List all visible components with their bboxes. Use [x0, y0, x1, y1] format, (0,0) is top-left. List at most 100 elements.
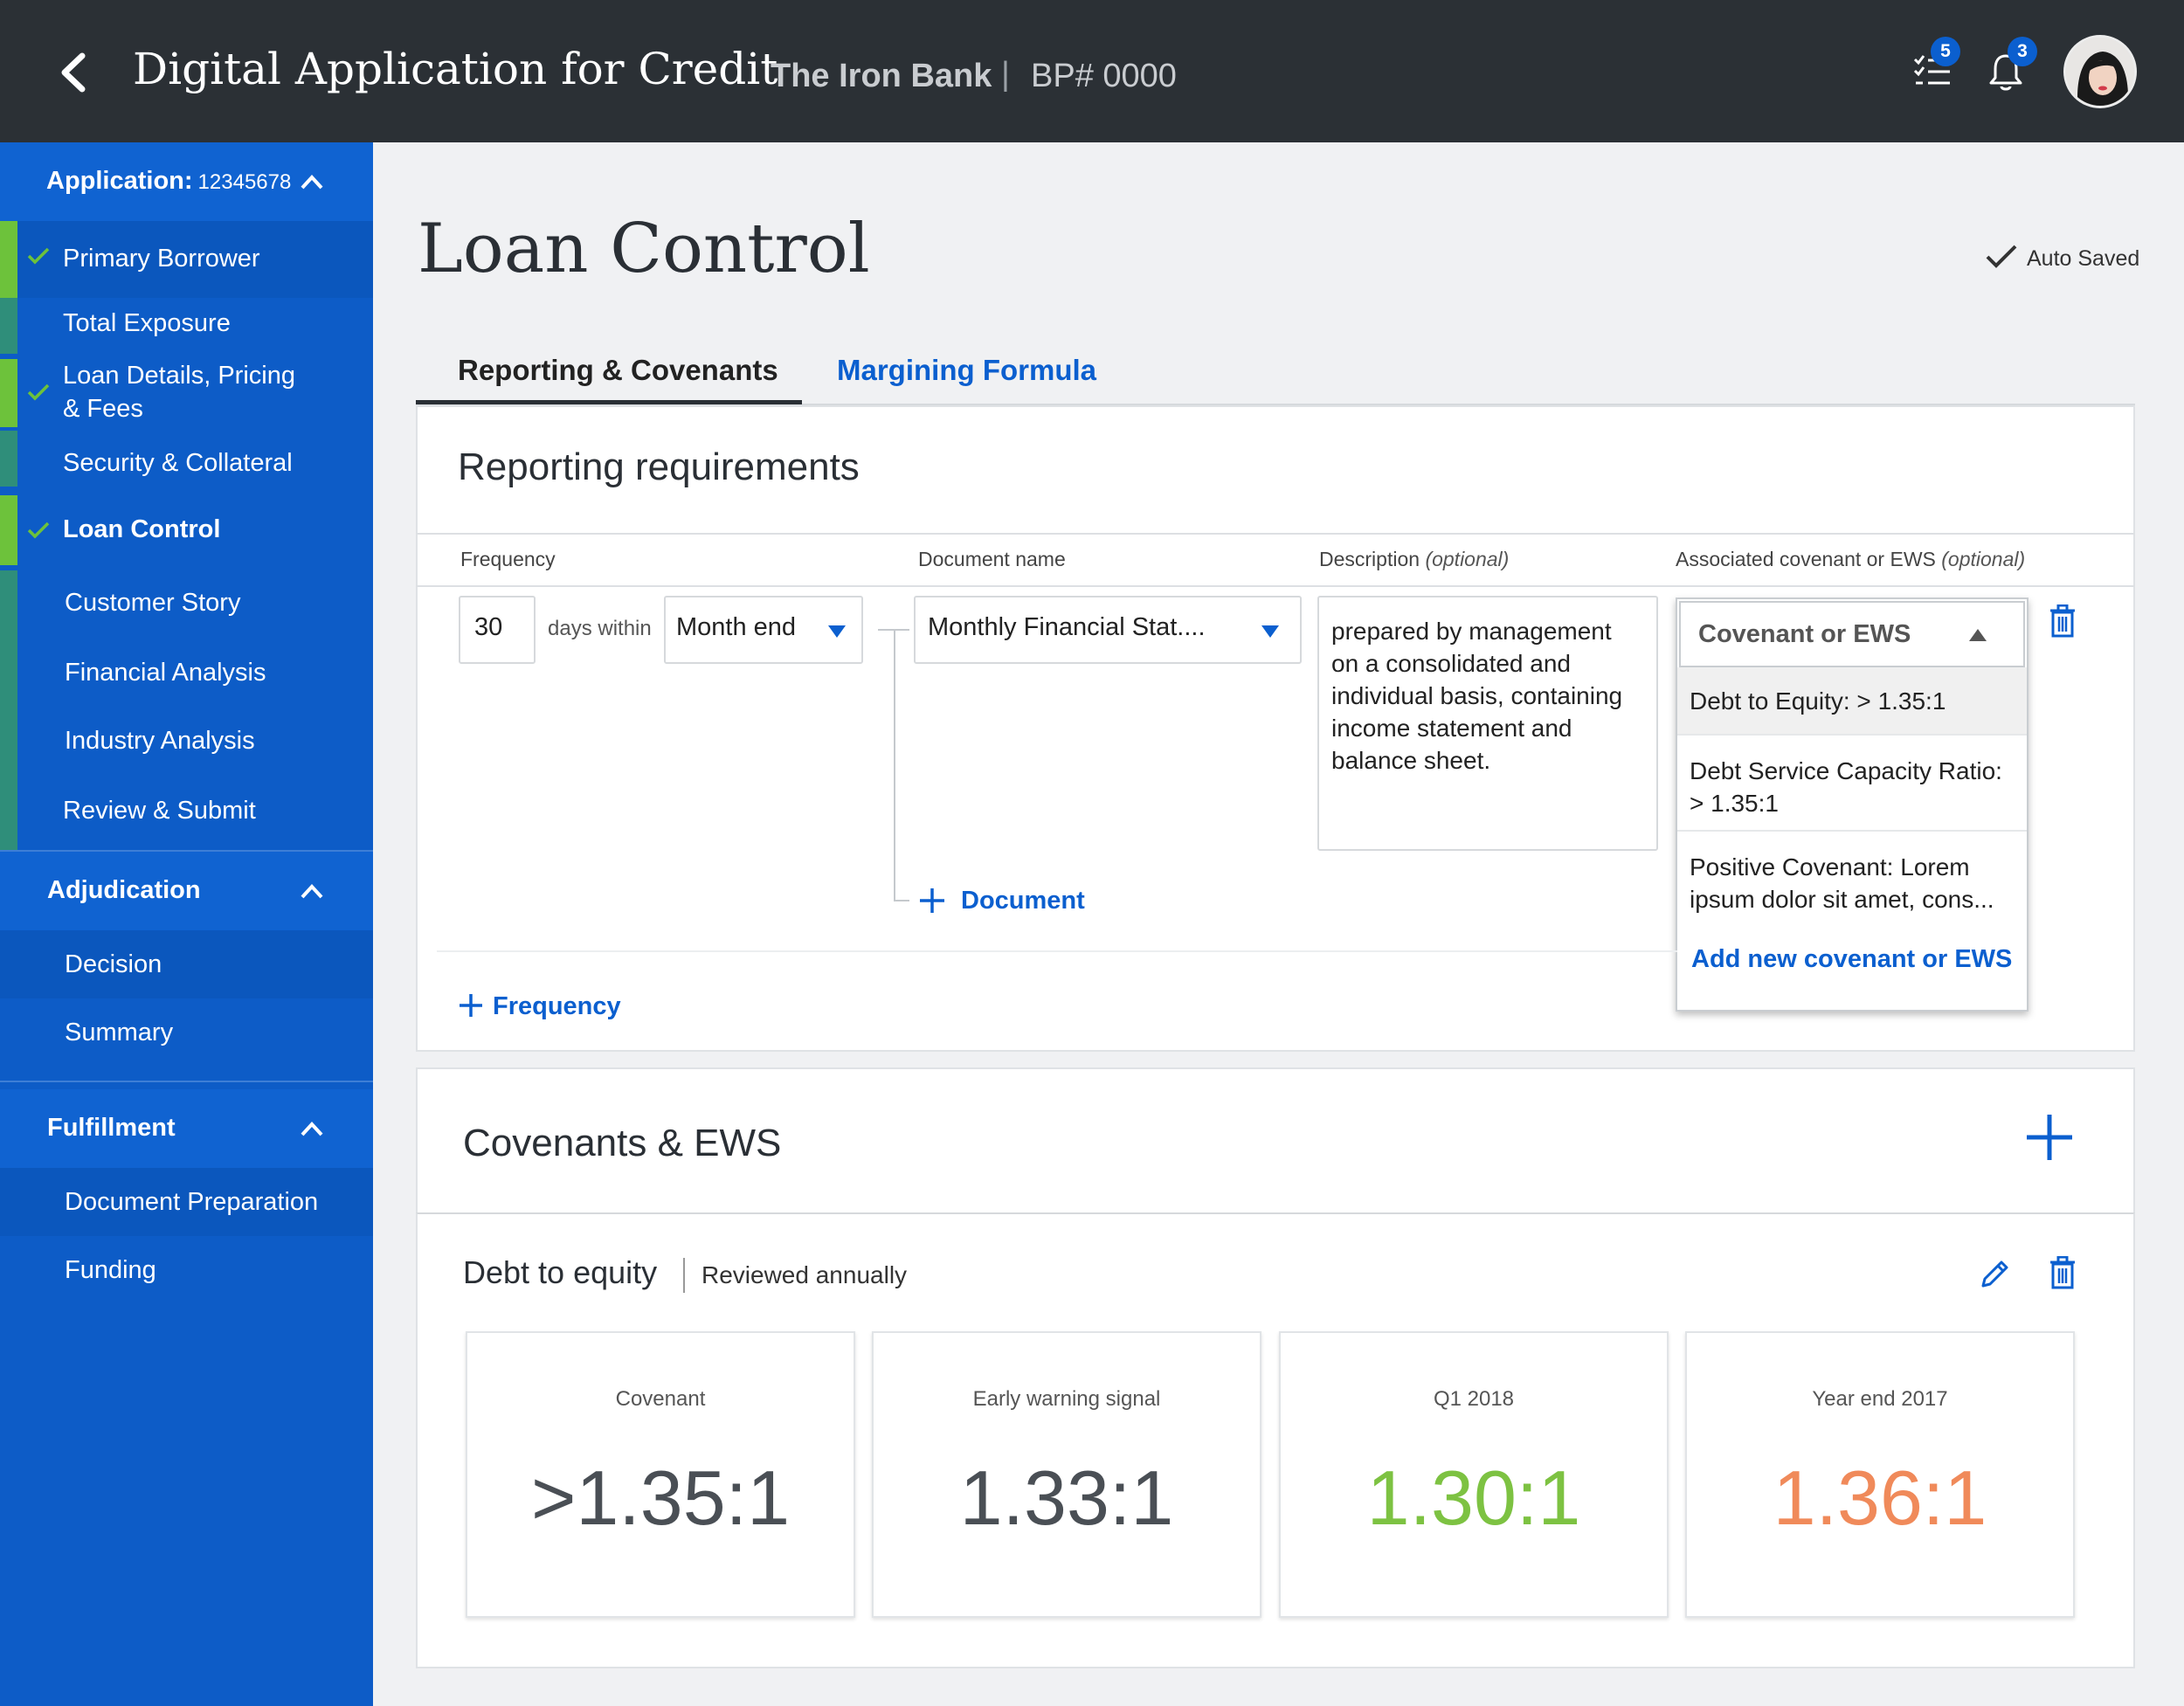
- sidebar-item-label: Customer Story: [65, 589, 241, 617]
- app-header: Digital Application for Credit The Iron …: [0, 0, 2184, 142]
- chevron-up-icon[interactable]: [299, 170, 325, 193]
- sidebar-divider: [0, 1081, 373, 1082]
- tree-connector: [894, 629, 895, 901]
- sidebar-item-label: Funding: [65, 1256, 156, 1284]
- tree-connector: [894, 900, 909, 901]
- status-bar: [0, 570, 17, 640]
- status-bar: [0, 221, 17, 298]
- sidebar-item-label: Loan Control: [63, 515, 221, 543]
- chevron-up-icon[interactable]: [299, 880, 325, 902]
- col-covenant-label: Associated covenant or EWS: [1676, 548, 1936, 570]
- covenant-option[interactable]: Positive Covenant: Lorem ipsum dolor sit…: [1690, 853, 1994, 913]
- sidebar-item-funding[interactable]: Funding: [0, 1236, 373, 1304]
- bp-number: BP# 0000: [1031, 58, 1177, 94]
- status-bar: [0, 359, 17, 427]
- sidebar-item-security-collateral[interactable]: Security & Collateral: [0, 431, 373, 487]
- covenant-review-frequency: Reviewed annually: [702, 1261, 908, 1288]
- sidebar-divider: [0, 850, 373, 852]
- covenant-option[interactable]: Debt Service Capacity Ratio: > 1.35:1: [1690, 757, 2002, 817]
- sidebar-item-summary[interactable]: Summary: [0, 998, 373, 1067]
- status-bar: [0, 640, 17, 710]
- check-icon: [1986, 245, 2017, 268]
- covenants-ews-card: [416, 1067, 2135, 1214]
- document-name-select[interactable]: Monthly Financial Stat....: [914, 596, 1302, 664]
- plus-icon: [460, 994, 482, 1017]
- sidebar-item-label: Decision: [65, 950, 162, 978]
- sidebar-item-label: Primary Borrower: [63, 245, 260, 273]
- sidebar-item-review-submit[interactable]: Review & Submit: [0, 780, 373, 850]
- metric-value: >1.35:1: [530, 1454, 791, 1541]
- days-within-label: days within: [548, 617, 652, 640]
- active-tab-indicator: [416, 400, 802, 404]
- section-adjudication-header[interactable]: Adjudication: [0, 852, 373, 930]
- tab-reporting-covenants[interactable]: Reporting & Covenants: [458, 354, 778, 386]
- col-description-label: Description: [1319, 548, 1420, 570]
- add-covenant-link[interactable]: Add new covenant or EWS: [1691, 945, 2013, 973]
- user-avatar[interactable]: [2063, 35, 2137, 108]
- metric-label: Covenant: [615, 1387, 706, 1411]
- edit-pencil-icon[interactable]: [1978, 1258, 2011, 1291]
- covenant-item-title: Debt to equity: [463, 1254, 658, 1290]
- metric-label: Q1 2018: [1433, 1387, 1515, 1411]
- covenant-dropdown: Covenant or EWS Debt to Equity: > 1.35:1…: [1676, 597, 2028, 1012]
- sidebar-item-label: Review & Submit: [63, 797, 256, 825]
- sidebar-nav: Application: 12345678 Primary Borrower To…: [0, 142, 373, 1706]
- covenant-select-placeholder: Covenant or EWS: [1698, 620, 1911, 648]
- caret-down-icon: [1261, 625, 1279, 638]
- sidebar-item-label: Financial Analysis: [65, 659, 266, 687]
- sidebar-item-label: Document Preparation: [65, 1188, 319, 1216]
- section-fulfillment-header[interactable]: Fulfillment: [0, 1089, 373, 1168]
- application-label: Application:: [46, 167, 193, 195]
- column-rule: [416, 585, 2135, 587]
- plus-icon: [920, 888, 944, 913]
- metric-card-covenant: Covenant >1.35:1: [466, 1331, 855, 1618]
- app-title: Digital Application for Credit: [133, 44, 778, 94]
- section-application-header[interactable]: Application: 12345678: [0, 142, 373, 221]
- description-textarea[interactable]: prepared by management on a consolidated…: [1317, 596, 1658, 851]
- header-separator: |: [1001, 56, 1010, 93]
- trash-icon[interactable]: [2049, 604, 2076, 638]
- sidebar-item-loan-control[interactable]: Loan Control: [0, 495, 373, 565]
- col-covenant-optional: (optional): [1941, 548, 2026, 570]
- sidebar-item-industry-analysis[interactable]: Industry Analysis: [0, 710, 373, 780]
- sidebar-item-customer-story[interactable]: Customer Story: [0, 570, 373, 640]
- status-bar: [0, 431, 17, 487]
- metric-label: Early warning signal: [972, 1387, 1161, 1411]
- status-bar: [0, 710, 17, 780]
- sidebar-item-financial-analysis[interactable]: Financial Analysis: [0, 640, 373, 710]
- sidebar-item-total-exposure[interactable]: Total Exposure: [0, 298, 373, 354]
- bank-name: The Iron Bank: [771, 58, 992, 94]
- sidebar-item-document-preparation[interactable]: Document Preparation: [0, 1168, 373, 1236]
- chevron-up-icon[interactable]: [299, 1117, 325, 1140]
- frequency-days-value: 30: [474, 613, 503, 641]
- period-select[interactable]: Month end: [664, 596, 863, 664]
- task-list-icon[interactable]: [1913, 52, 1952, 91]
- application-number: 12345678: [197, 170, 292, 194]
- back-arrow-icon[interactable]: [54, 51, 93, 94]
- avatar-portrait-icon: [2066, 38, 2134, 106]
- covenant-select[interactable]: Covenant or EWS: [1679, 601, 2025, 667]
- check-icon: [27, 521, 50, 539]
- section-label: Fulfillment: [47, 1114, 176, 1142]
- caret-up-icon: [1969, 629, 1987, 641]
- add-covenant-plus-icon[interactable]: [2023, 1111, 2076, 1164]
- sidebar-item-label: Security & Collateral: [63, 449, 293, 477]
- frequency-days-input[interactable]: 30: [459, 596, 536, 664]
- sidebar-item-loan-details[interactable]: Loan Details, Pricing & Fees: [0, 359, 373, 427]
- sidebar-item-primary-borrower[interactable]: Primary Borrower: [0, 221, 373, 298]
- tabs-rule: [416, 404, 2135, 405]
- sidebar-item-label: Total Exposure: [63, 309, 231, 337]
- status-bar: [0, 495, 17, 565]
- check-icon: [27, 247, 50, 265]
- trash-icon[interactable]: [2049, 1256, 2076, 1289]
- status-bar: [0, 780, 17, 850]
- covenant-option[interactable]: Debt to Equity: > 1.35:1: [1677, 667, 2027, 734]
- reporting-requirements-title: Reporting requirements: [458, 445, 860, 488]
- tab-margining-formula[interactable]: Margining Formula: [837, 354, 1096, 386]
- option-divider: [1677, 734, 2027, 736]
- covenants-ews-title: Covenants & EWS: [463, 1122, 782, 1164]
- status-bar: [0, 298, 17, 354]
- row-rule: [437, 950, 1677, 952]
- autosave-label: Auto Saved: [2027, 246, 2140, 271]
- sidebar-item-decision[interactable]: Decision: [0, 930, 373, 998]
